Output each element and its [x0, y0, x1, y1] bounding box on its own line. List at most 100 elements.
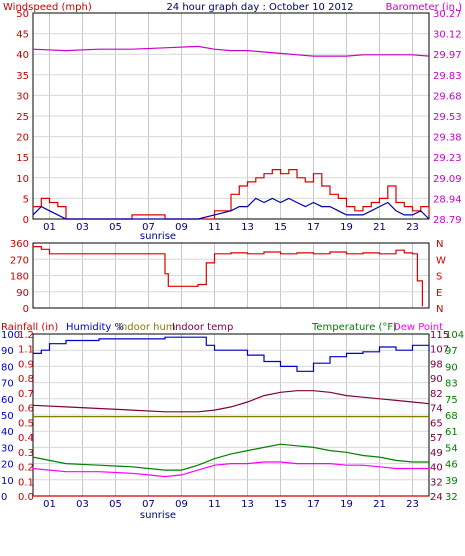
- panel3-temperature-tick-label: 104: [445, 330, 464, 341]
- panel3-humidity-tick-label: 20: [1, 460, 14, 471]
- panel3-indoor-temp-tick-label: 74: [430, 404, 443, 415]
- panel1-left-tick-label: 40: [16, 50, 29, 61]
- panel3-humidity-tick-label: 80: [1, 362, 14, 373]
- panel1-x-tick-label: 03: [76, 222, 89, 233]
- panel3-x-tick-label: 17: [307, 499, 320, 510]
- panel3-temperature-tick-label: 90: [445, 362, 458, 373]
- panel3-temperature-tick-label: 54: [445, 443, 458, 454]
- panel1-right-tick-label: 29.83: [433, 71, 462, 82]
- panel2-frame: [32, 242, 430, 309]
- panel3-indoor-temp-ticks: 24 32 40 49 57 65 74 82 90 98 107 115: [430, 330, 449, 503]
- panel2-direction-letter: S: [436, 272, 442, 283]
- panel1-right-tick-label: 29.09: [433, 174, 462, 185]
- panel2-left-ticks: 0 90 180 270 360: [10, 239, 29, 315]
- panel2-direction-letter: E: [436, 288, 442, 299]
- panel1-x-tick-label: 11: [208, 222, 221, 233]
- panel1-x-tick-label: 21: [373, 222, 386, 233]
- panel1-right-label: Barometer (in.): [386, 2, 462, 13]
- panel3-rain-tick-label: 0.9: [18, 359, 34, 370]
- label-humidity: Humidity %: [66, 322, 124, 333]
- panel3-rain-tick-label: 0.4: [18, 433, 34, 444]
- panel1-x-tick-label: 19: [340, 222, 353, 233]
- panel3-rain-ticks: 0.0 0.1 0.2 0.3 0.4 0.5 0.6 0.7 0.8 0.9 1.1 1.2: [18, 330, 34, 503]
- panel1-x-tick-label: 05: [109, 222, 122, 233]
- panel3-humidity-tick-label: 60: [1, 395, 14, 406]
- panel1-left-tick-label: 0: [23, 215, 29, 226]
- temperature-f-line: [32, 443, 429, 471]
- panel1-left-tick-label: 20: [16, 133, 29, 144]
- panel3-rain-tick-label: 1.1: [18, 345, 34, 356]
- panel1-right-tick-label: 29.97: [433, 50, 462, 61]
- panel1-x-tick-label: 13: [241, 222, 254, 233]
- panel1-x-tick-label: 07: [142, 222, 155, 233]
- panel1-series: [32, 45, 430, 220]
- panel1-left-tick-label: 25: [16, 112, 29, 123]
- panel1-left-tick-label: 5: [23, 194, 29, 205]
- humidity-temperature-panel: Rainfall (in) Humidity % Indoor hum Indo…: [1, 322, 464, 521]
- panel3-temperature-tick-label: 83: [445, 379, 458, 390]
- panel1-x-tick-label: 01: [43, 222, 56, 233]
- panel3-indoor-temp-tick-label: 82: [430, 389, 443, 400]
- panel1-left-tick-label: 35: [16, 71, 29, 82]
- panel3-x-tick-label: 15: [274, 499, 287, 510]
- panel3-indoor-temp-tick-label: 107: [430, 345, 449, 356]
- panel2-direction-letter: N: [436, 304, 443, 315]
- panel1-x-tick-label: 15: [274, 222, 287, 233]
- panel3-x-tick-label: 03: [76, 499, 89, 510]
- panel1-right-tick-label: 28.94: [433, 194, 462, 205]
- panel1-right-tick-label: 30.27: [433, 9, 462, 20]
- panel1-left-tick-label: 30: [16, 91, 29, 102]
- panel1-x-tick-label: 17: [307, 222, 320, 233]
- panel3-indoor-temp-tick-label: 90: [430, 374, 443, 385]
- panel3-indoor-temp-tick-label: 49: [430, 448, 443, 459]
- panel3-temperature-tick-label: 97: [445, 346, 458, 357]
- label-indoor-hum: Indoor hum: [118, 322, 176, 333]
- panel3-humidity-ticks: 0 10 20 30 40 50 60 70 80 90 100: [1, 330, 20, 503]
- panel3-temperature-ticks: 32 39 46 54 61 68 75 83 90 97 104: [445, 330, 464, 503]
- panel2-series: [33, 246, 423, 307]
- panel3-indoor-temp-tick-label: 65: [430, 418, 443, 429]
- panel1-right-tick-label: 30.12: [433, 30, 462, 41]
- panel1-right-ticks: 28.79 28.94 29.09 29.23 29.38 29.53 29.68 29.83…: [433, 9, 462, 226]
- label-temperature: Temperature (°F): [311, 322, 397, 333]
- panel2-gridlines: [33, 243, 429, 308]
- panel3-x-tick-label: 13: [241, 499, 254, 510]
- panel3-humidity-tick-label: 30: [1, 443, 14, 454]
- humidity-line: [33, 336, 430, 372]
- panel3-x-tick-label: 07: [142, 499, 155, 510]
- wind-average-line: [32, 197, 430, 220]
- panel2-tick-label: 180: [10, 272, 29, 283]
- panel3-indoor-temp-tick-label: 98: [430, 359, 443, 370]
- panel1-left-ticks: 0 5 10 15 20 25 30 35 40 45 50: [16, 9, 29, 226]
- panel1-left-tick-label: 10: [16, 174, 29, 185]
- panel1-right-tick-label: 29.53: [433, 112, 462, 123]
- panel3-temperature-tick-label: 32: [445, 492, 458, 503]
- panel3-x-ticks: 01 03 05 07 09 11 13 15 17 19 21 23: [43, 499, 419, 510]
- panel1-left-tick-label: 15: [16, 153, 29, 164]
- panel1-right-tick-label: 29.68: [433, 91, 462, 102]
- panel3-rain-tick-label: 0.7: [18, 389, 34, 400]
- panel3-x-tick-label: 05: [109, 499, 122, 510]
- panel2-direction-letter: N: [436, 239, 443, 250]
- panel3-rain-tick-label: 0.3: [18, 448, 34, 459]
- panel1-sunrise-label: sunrise: [140, 231, 176, 242]
- panel3-humidity-tick-label: 100: [1, 330, 20, 341]
- panel3-humidity-tick-label: 10: [1, 476, 14, 487]
- panel3-indoor-temp-tick-label: 24: [430, 492, 443, 503]
- barometer-line: [32, 45, 430, 57]
- panel3-indoor-temp-tick-label: 115: [430, 330, 449, 341]
- panel3-rain-tick-label: 0.6: [18, 404, 34, 415]
- panel3-x-tick-label: 21: [373, 499, 386, 510]
- panel3-temperature-tick-label: 39: [445, 476, 458, 487]
- panel1-left-tick-label: 45: [16, 30, 29, 41]
- panel3-humidity-tick-label: 50: [1, 411, 14, 422]
- panel3-humidity-tick-label: 90: [1, 346, 14, 357]
- panel1-x-ticks: 01 03 05 07 09 11 13 15 17 19 21 23: [43, 222, 419, 233]
- panel3-humidity-tick-label: 70: [1, 379, 14, 390]
- panel3-temperature-tick-label: 75: [445, 395, 458, 406]
- panel1-right-tick-label: 29.38: [433, 133, 462, 144]
- label-rainfall: Rainfall (in): [1, 322, 58, 333]
